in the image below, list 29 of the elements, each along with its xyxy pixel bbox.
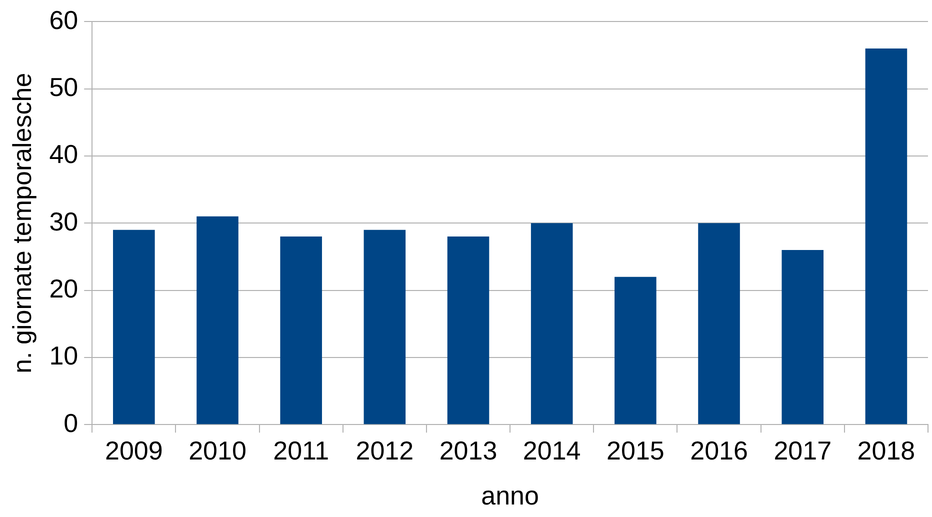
bar bbox=[113, 230, 155, 424]
x-tick-label: 2010 bbox=[188, 435, 246, 466]
bar bbox=[865, 48, 908, 424]
bar bbox=[782, 250, 824, 424]
bar bbox=[530, 223, 573, 424]
y-tick-label: 0 bbox=[64, 408, 78, 438]
bar bbox=[364, 230, 406, 424]
x-tick-label: 2016 bbox=[690, 435, 748, 466]
y-tick-label: 30 bbox=[49, 206, 78, 236]
y-axis-title: n. giornate temporalesche bbox=[6, 72, 37, 374]
y-tick-label: 40 bbox=[49, 139, 78, 170]
y-tick-label: 10 bbox=[49, 340, 78, 371]
y-tick-label: 20 bbox=[49, 273, 78, 304]
bar bbox=[280, 236, 322, 424]
x-tick-label: 2018 bbox=[857, 435, 916, 466]
x-tick-label: 2011 bbox=[273, 435, 330, 466]
y-tick-label: 60 bbox=[49, 4, 78, 35]
x-tick-label: 2017 bbox=[774, 435, 832, 466]
bar bbox=[698, 223, 740, 424]
bar bbox=[196, 216, 238, 424]
bar bbox=[447, 236, 490, 424]
x-tick-label: 2013 bbox=[439, 435, 498, 466]
y-tick-label: 50 bbox=[49, 72, 78, 102]
x-tick-label: 2009 bbox=[104, 435, 163, 466]
x-tick-label: 2012 bbox=[356, 435, 414, 466]
bar bbox=[614, 276, 656, 424]
x-tick-label: 2014 bbox=[522, 435, 581, 466]
x-axis-title: anno bbox=[481, 480, 539, 511]
x-tick-label: 2015 bbox=[606, 435, 664, 466]
